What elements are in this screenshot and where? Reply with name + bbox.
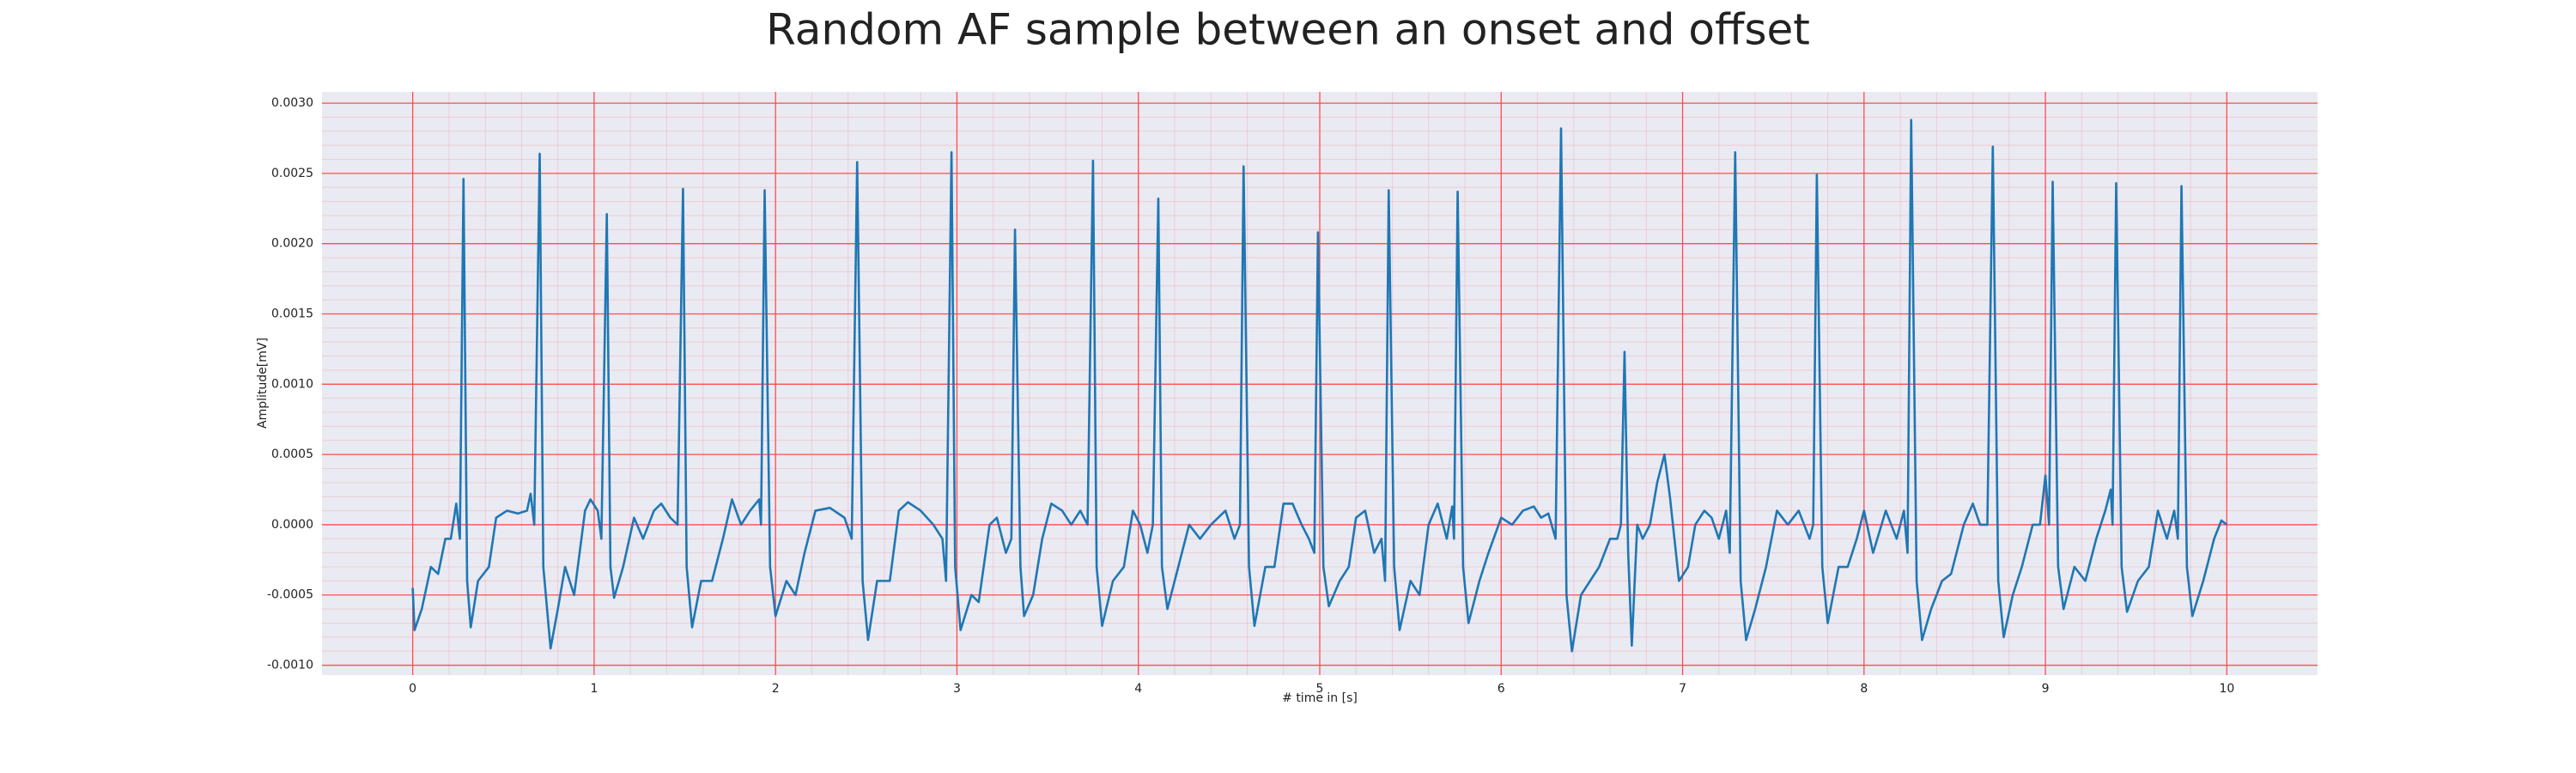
x-tick-label: 8 <box>1860 682 1868 696</box>
x-tick-label: 9 <box>2042 682 2050 696</box>
y-tick-label: 0.0015 <box>271 307 313 321</box>
y-tick-label: 0.0005 <box>271 447 313 461</box>
x-tick-label: 2 <box>772 682 780 696</box>
chart-title: Random AF sample between an onset and of… <box>766 5 1810 55</box>
x-tick-label: 4 <box>1134 682 1142 696</box>
y-tick-label: 0.0010 <box>271 377 313 391</box>
x-axis-label: # time in [s] <box>1282 691 1358 705</box>
y-tick-label: -0.0005 <box>267 588 313 602</box>
x-tick-label: 7 <box>1679 682 1686 696</box>
x-tick-label: 5 <box>1316 682 1324 696</box>
y-tick-label: 0.0000 <box>271 518 313 532</box>
y-tick-label: -0.0010 <box>267 659 313 673</box>
y-tick-label: 0.0025 <box>271 167 313 180</box>
x-tick-label: 1 <box>590 682 598 696</box>
x-tick-label: 6 <box>1498 682 1505 696</box>
y-axis-label: Amplitude[mV] <box>256 338 270 429</box>
data-line <box>411 119 2228 653</box>
x-tick-label: 3 <box>953 682 961 696</box>
y-tick-label: 0.0020 <box>271 237 313 251</box>
x-tick-label: 10 <box>2219 682 2234 696</box>
y-tick-label: 0.0030 <box>271 96 313 110</box>
x-tick-label: 0 <box>409 682 416 696</box>
